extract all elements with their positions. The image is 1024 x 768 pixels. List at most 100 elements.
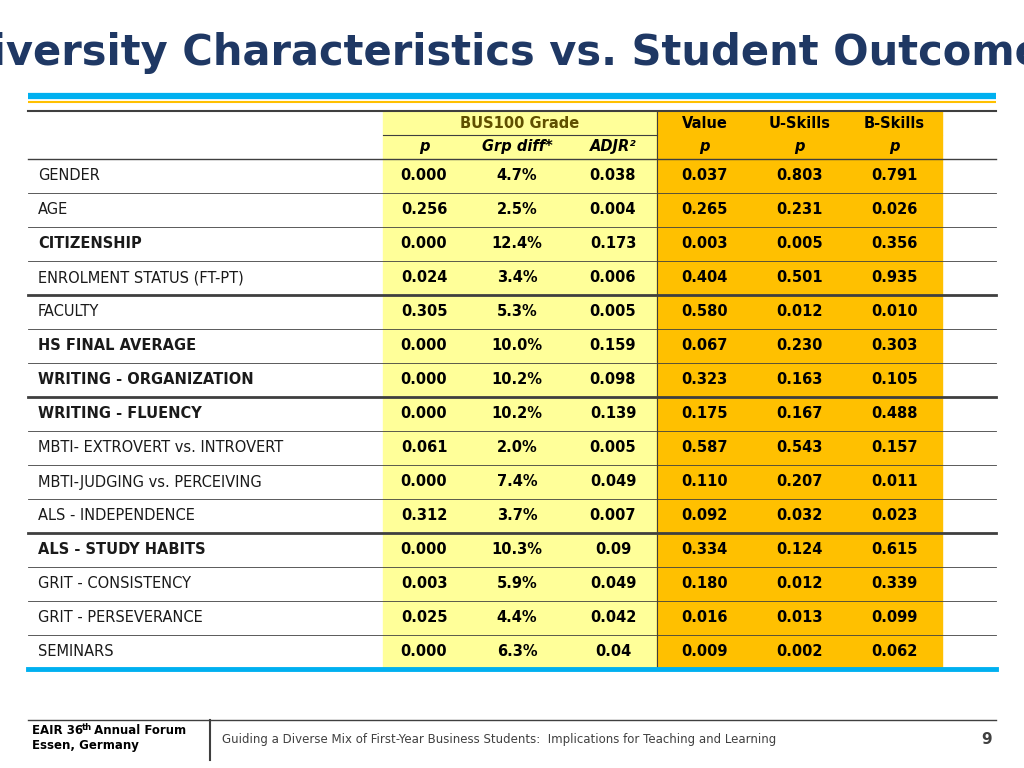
- Text: 9: 9: [981, 733, 992, 747]
- Bar: [383, 431, 657, 465]
- Text: 0.024: 0.024: [400, 270, 447, 286]
- Text: Essen, Germany: Essen, Germany: [32, 740, 139, 753]
- Text: CITIZENSHIP: CITIZENSHIP: [38, 237, 141, 251]
- Text: 0.003: 0.003: [400, 577, 447, 591]
- Text: 0.09: 0.09: [595, 542, 631, 558]
- Text: 0.000: 0.000: [400, 168, 447, 184]
- Text: FACULTY: FACULTY: [38, 304, 99, 319]
- Text: 0.935: 0.935: [871, 270, 918, 286]
- Text: BUS100 Grade: BUS100 Grade: [461, 115, 580, 131]
- Text: 0.006: 0.006: [590, 270, 636, 286]
- Text: Guiding a Diverse Mix of First-Year Business Students:  Implications for Teachin: Guiding a Diverse Mix of First-Year Busi…: [222, 733, 776, 746]
- Text: 0.007: 0.007: [590, 508, 636, 524]
- Text: p: p: [419, 140, 429, 154]
- Text: 0.231: 0.231: [776, 203, 822, 217]
- Text: 0.256: 0.256: [400, 203, 447, 217]
- Text: p: p: [699, 140, 710, 154]
- Text: 0.004: 0.004: [590, 203, 636, 217]
- Bar: [383, 635, 657, 669]
- Text: 0.003: 0.003: [681, 237, 728, 251]
- Bar: [657, 533, 942, 567]
- Text: U-Skills: U-Skills: [768, 115, 830, 131]
- Text: 0.803: 0.803: [776, 168, 822, 184]
- Text: 0.005: 0.005: [590, 304, 636, 319]
- Text: AGE: AGE: [38, 203, 69, 217]
- Text: 0.000: 0.000: [400, 406, 447, 422]
- Bar: [383, 499, 657, 533]
- Text: 5.3%: 5.3%: [497, 304, 538, 319]
- Text: 2.5%: 2.5%: [497, 203, 538, 217]
- Text: 0.105: 0.105: [871, 372, 918, 388]
- Text: p: p: [795, 140, 805, 154]
- Text: 0.207: 0.207: [776, 475, 822, 489]
- Text: 0.173: 0.173: [590, 237, 636, 251]
- Bar: [657, 227, 942, 261]
- Text: SEMINARS: SEMINARS: [38, 644, 114, 660]
- Text: 0.167: 0.167: [776, 406, 822, 422]
- Text: 4.4%: 4.4%: [497, 611, 538, 625]
- Text: 0.049: 0.049: [590, 577, 636, 591]
- Bar: [657, 193, 942, 227]
- Bar: [383, 295, 657, 329]
- Text: 7.4%: 7.4%: [497, 475, 538, 489]
- Text: 0.139: 0.139: [590, 406, 636, 422]
- Text: 0.312: 0.312: [400, 508, 447, 524]
- Text: 0.000: 0.000: [400, 644, 447, 660]
- Text: 0.049: 0.049: [590, 475, 636, 489]
- Bar: [657, 329, 942, 363]
- Text: 0.037: 0.037: [681, 168, 728, 184]
- Bar: [657, 295, 942, 329]
- Bar: [383, 135, 657, 159]
- Text: th: th: [82, 723, 92, 731]
- Bar: [657, 567, 942, 601]
- Text: 0.009: 0.009: [681, 644, 728, 660]
- Text: 0.011: 0.011: [871, 475, 918, 489]
- Bar: [657, 431, 942, 465]
- Text: 0.023: 0.023: [871, 508, 918, 524]
- Text: WRITING - ORGANIZATION: WRITING - ORGANIZATION: [38, 372, 254, 388]
- Text: 0.488: 0.488: [871, 406, 918, 422]
- Text: Grp diff*: Grp diff*: [481, 140, 552, 154]
- Text: 0.334: 0.334: [681, 542, 728, 558]
- Text: 0.061: 0.061: [400, 441, 447, 455]
- Text: 0.157: 0.157: [871, 441, 918, 455]
- Text: 0.005: 0.005: [776, 237, 823, 251]
- Text: 0.000: 0.000: [400, 475, 447, 489]
- Text: ENROLMENT STATUS (FT-PT): ENROLMENT STATUS (FT-PT): [38, 270, 244, 286]
- Text: 0.791: 0.791: [871, 168, 918, 184]
- Text: 3.7%: 3.7%: [497, 508, 538, 524]
- Text: 0.038: 0.038: [590, 168, 636, 184]
- Text: 0.230: 0.230: [776, 339, 822, 353]
- Bar: [383, 465, 657, 499]
- Text: 10.2%: 10.2%: [492, 406, 543, 422]
- Text: 0.092: 0.092: [681, 508, 728, 524]
- Text: 10.3%: 10.3%: [492, 542, 543, 558]
- Text: 6.3%: 6.3%: [497, 644, 538, 660]
- Text: 0.110: 0.110: [681, 475, 728, 489]
- Text: 0.012: 0.012: [776, 304, 822, 319]
- Bar: [383, 227, 657, 261]
- Text: ADJR²: ADJR²: [590, 140, 636, 154]
- Bar: [383, 159, 657, 193]
- Text: EAIR 36: EAIR 36: [32, 724, 83, 737]
- Text: 2.0%: 2.0%: [497, 441, 538, 455]
- Text: 0.062: 0.062: [871, 644, 918, 660]
- Text: 0.010: 0.010: [871, 304, 918, 319]
- Bar: [657, 601, 942, 635]
- Bar: [383, 329, 657, 363]
- Text: 0.013: 0.013: [776, 611, 822, 625]
- Bar: [657, 363, 942, 397]
- Text: 0.303: 0.303: [871, 339, 918, 353]
- Text: GRIT - CONSISTENCY: GRIT - CONSISTENCY: [38, 577, 191, 591]
- Text: 0.587: 0.587: [681, 441, 728, 455]
- Text: 0.501: 0.501: [776, 270, 823, 286]
- Text: Annual Forum: Annual Forum: [90, 724, 186, 737]
- Text: GENDER: GENDER: [38, 168, 100, 184]
- Text: 0.016: 0.016: [681, 611, 728, 625]
- Text: MBTI-JUDGING vs. PERCEIVING: MBTI-JUDGING vs. PERCEIVING: [38, 475, 262, 489]
- Text: 0.404: 0.404: [681, 270, 728, 286]
- Text: 0.543: 0.543: [776, 441, 822, 455]
- Text: 0.042: 0.042: [590, 611, 636, 625]
- Bar: [657, 135, 942, 159]
- Bar: [657, 499, 942, 533]
